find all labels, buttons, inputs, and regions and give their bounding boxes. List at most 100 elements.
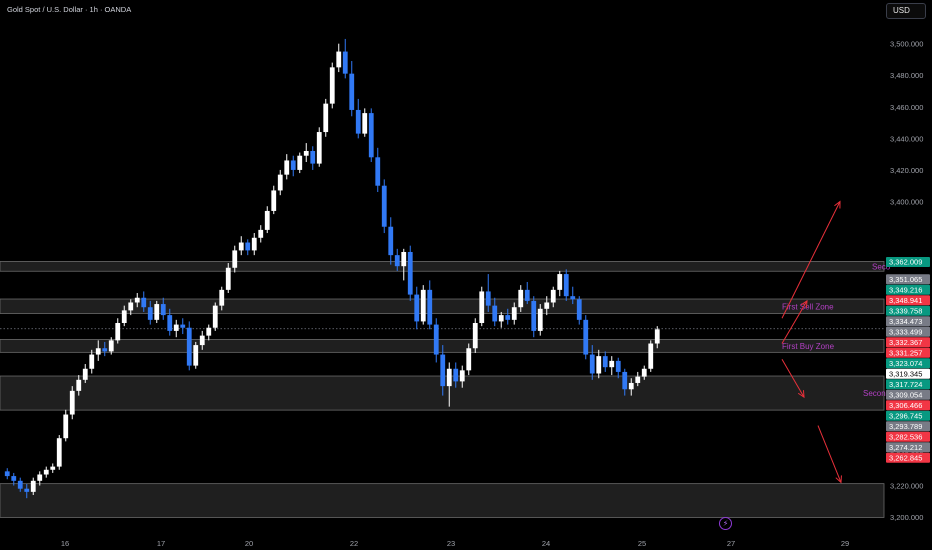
candle-body [323,103,329,133]
candle-body [264,210,270,230]
price-tag-label: 3,349.216 [889,285,922,294]
candle-body [180,324,186,328]
price-tag [886,410,930,421]
candle-body [173,324,179,331]
candle-body [563,274,569,297]
candle-body [154,304,160,320]
y-tick-label: 3,440.000 [890,134,923,143]
price-tag [886,452,930,463]
candle-body [329,67,335,104]
currency-button[interactable]: USD [886,3,926,19]
candle-body [102,348,108,352]
candle-body [557,274,563,290]
zone-0 [0,261,885,272]
candle-body [17,480,23,489]
x-tick-label: 22 [350,539,358,548]
y-tick-label: 3,420.000 [890,166,923,175]
candle-body [303,150,309,156]
candle-body [615,360,621,372]
candle-body [297,155,303,170]
candle-body [622,371,628,390]
arrow-head [835,475,842,484]
x-tick-label: 16 [61,539,69,548]
candle-body [505,315,511,320]
arrow-head [797,390,805,399]
candle-body [420,289,426,322]
candle-body [635,376,641,383]
candle-body [160,304,166,316]
candle-body [69,390,75,415]
zone-label: Secon [863,389,886,398]
candle-body [570,296,576,300]
candle-body [479,291,485,323]
candle-body [95,348,101,355]
candle-body [271,190,277,211]
price-tag-label: 3,323.074 [889,359,922,368]
price-tag-label: 3,333.499 [889,327,922,336]
candle-body [245,242,251,251]
time-axis[interactable]: 16 17 20 22 23 24 25 27 29 [61,539,849,548]
price-tag [886,358,930,369]
candle-body [446,368,452,387]
price-tag-label: 3,334.473 [889,317,922,326]
zone-4 [0,483,885,518]
price-tag-label: 3,309.054 [889,390,922,399]
candle-body [427,289,433,325]
candle-body [258,229,264,238]
candle-body [251,237,257,251]
zones-layer: Seco First Sell Zone First Buy Zone Secon [0,261,891,518]
candle-body [121,310,127,323]
candle-body [50,466,56,470]
x-tick-label: 20 [245,539,253,548]
price-tag-label: 3,274.212 [889,443,922,452]
price-tag-label: 3,362.009 [889,258,922,267]
candle-body [290,160,296,170]
arrow-line [781,359,805,398]
arrow-line [817,425,842,483]
x-tick-label: 29 [841,539,849,548]
candles-layer [4,38,660,499]
candle-body [602,356,608,368]
candle-body [641,368,647,377]
candle-body [433,324,439,355]
candle-body [648,343,654,369]
candle-body [531,300,537,331]
candle-body [394,255,400,267]
candle-body [388,226,394,256]
candle-body [414,294,420,322]
price-tag [886,442,930,453]
price-tag [886,379,930,390]
y-tick-label: 3,220.000 [890,482,923,491]
price-tag-label: 3,351.065 [889,275,922,284]
price-tag-label: 3,306.466 [889,401,922,410]
price-tag [886,337,930,348]
candle-body [284,160,290,175]
price-tag [886,305,930,316]
candle-body [596,356,602,374]
candle-body [147,307,153,320]
candle-body [277,174,283,191]
price-tag [886,431,930,442]
candle-body [37,474,43,481]
chart-title: Gold Spot / U.S. Dollar · 1h · OANDA [7,5,132,14]
candle-body [576,299,582,320]
candle-body [609,360,615,368]
candle-body [82,368,88,380]
candle-body [654,329,660,344]
price-tag-label: 3,319.345 [889,369,922,378]
candle-body [459,370,465,382]
lightning-icon[interactable]: ⚡ [719,517,732,530]
candle-body [440,354,446,387]
candle-body [225,267,231,290]
x-tick-label: 17 [157,539,165,548]
candle-body [544,302,550,309]
price-tag [886,368,930,379]
price-tag [886,295,930,306]
candle-body [589,354,595,374]
candle-body [381,185,387,227]
candle-body [212,305,218,328]
candle-body [141,297,147,308]
candle-body [76,379,82,391]
candle-body [362,113,368,134]
